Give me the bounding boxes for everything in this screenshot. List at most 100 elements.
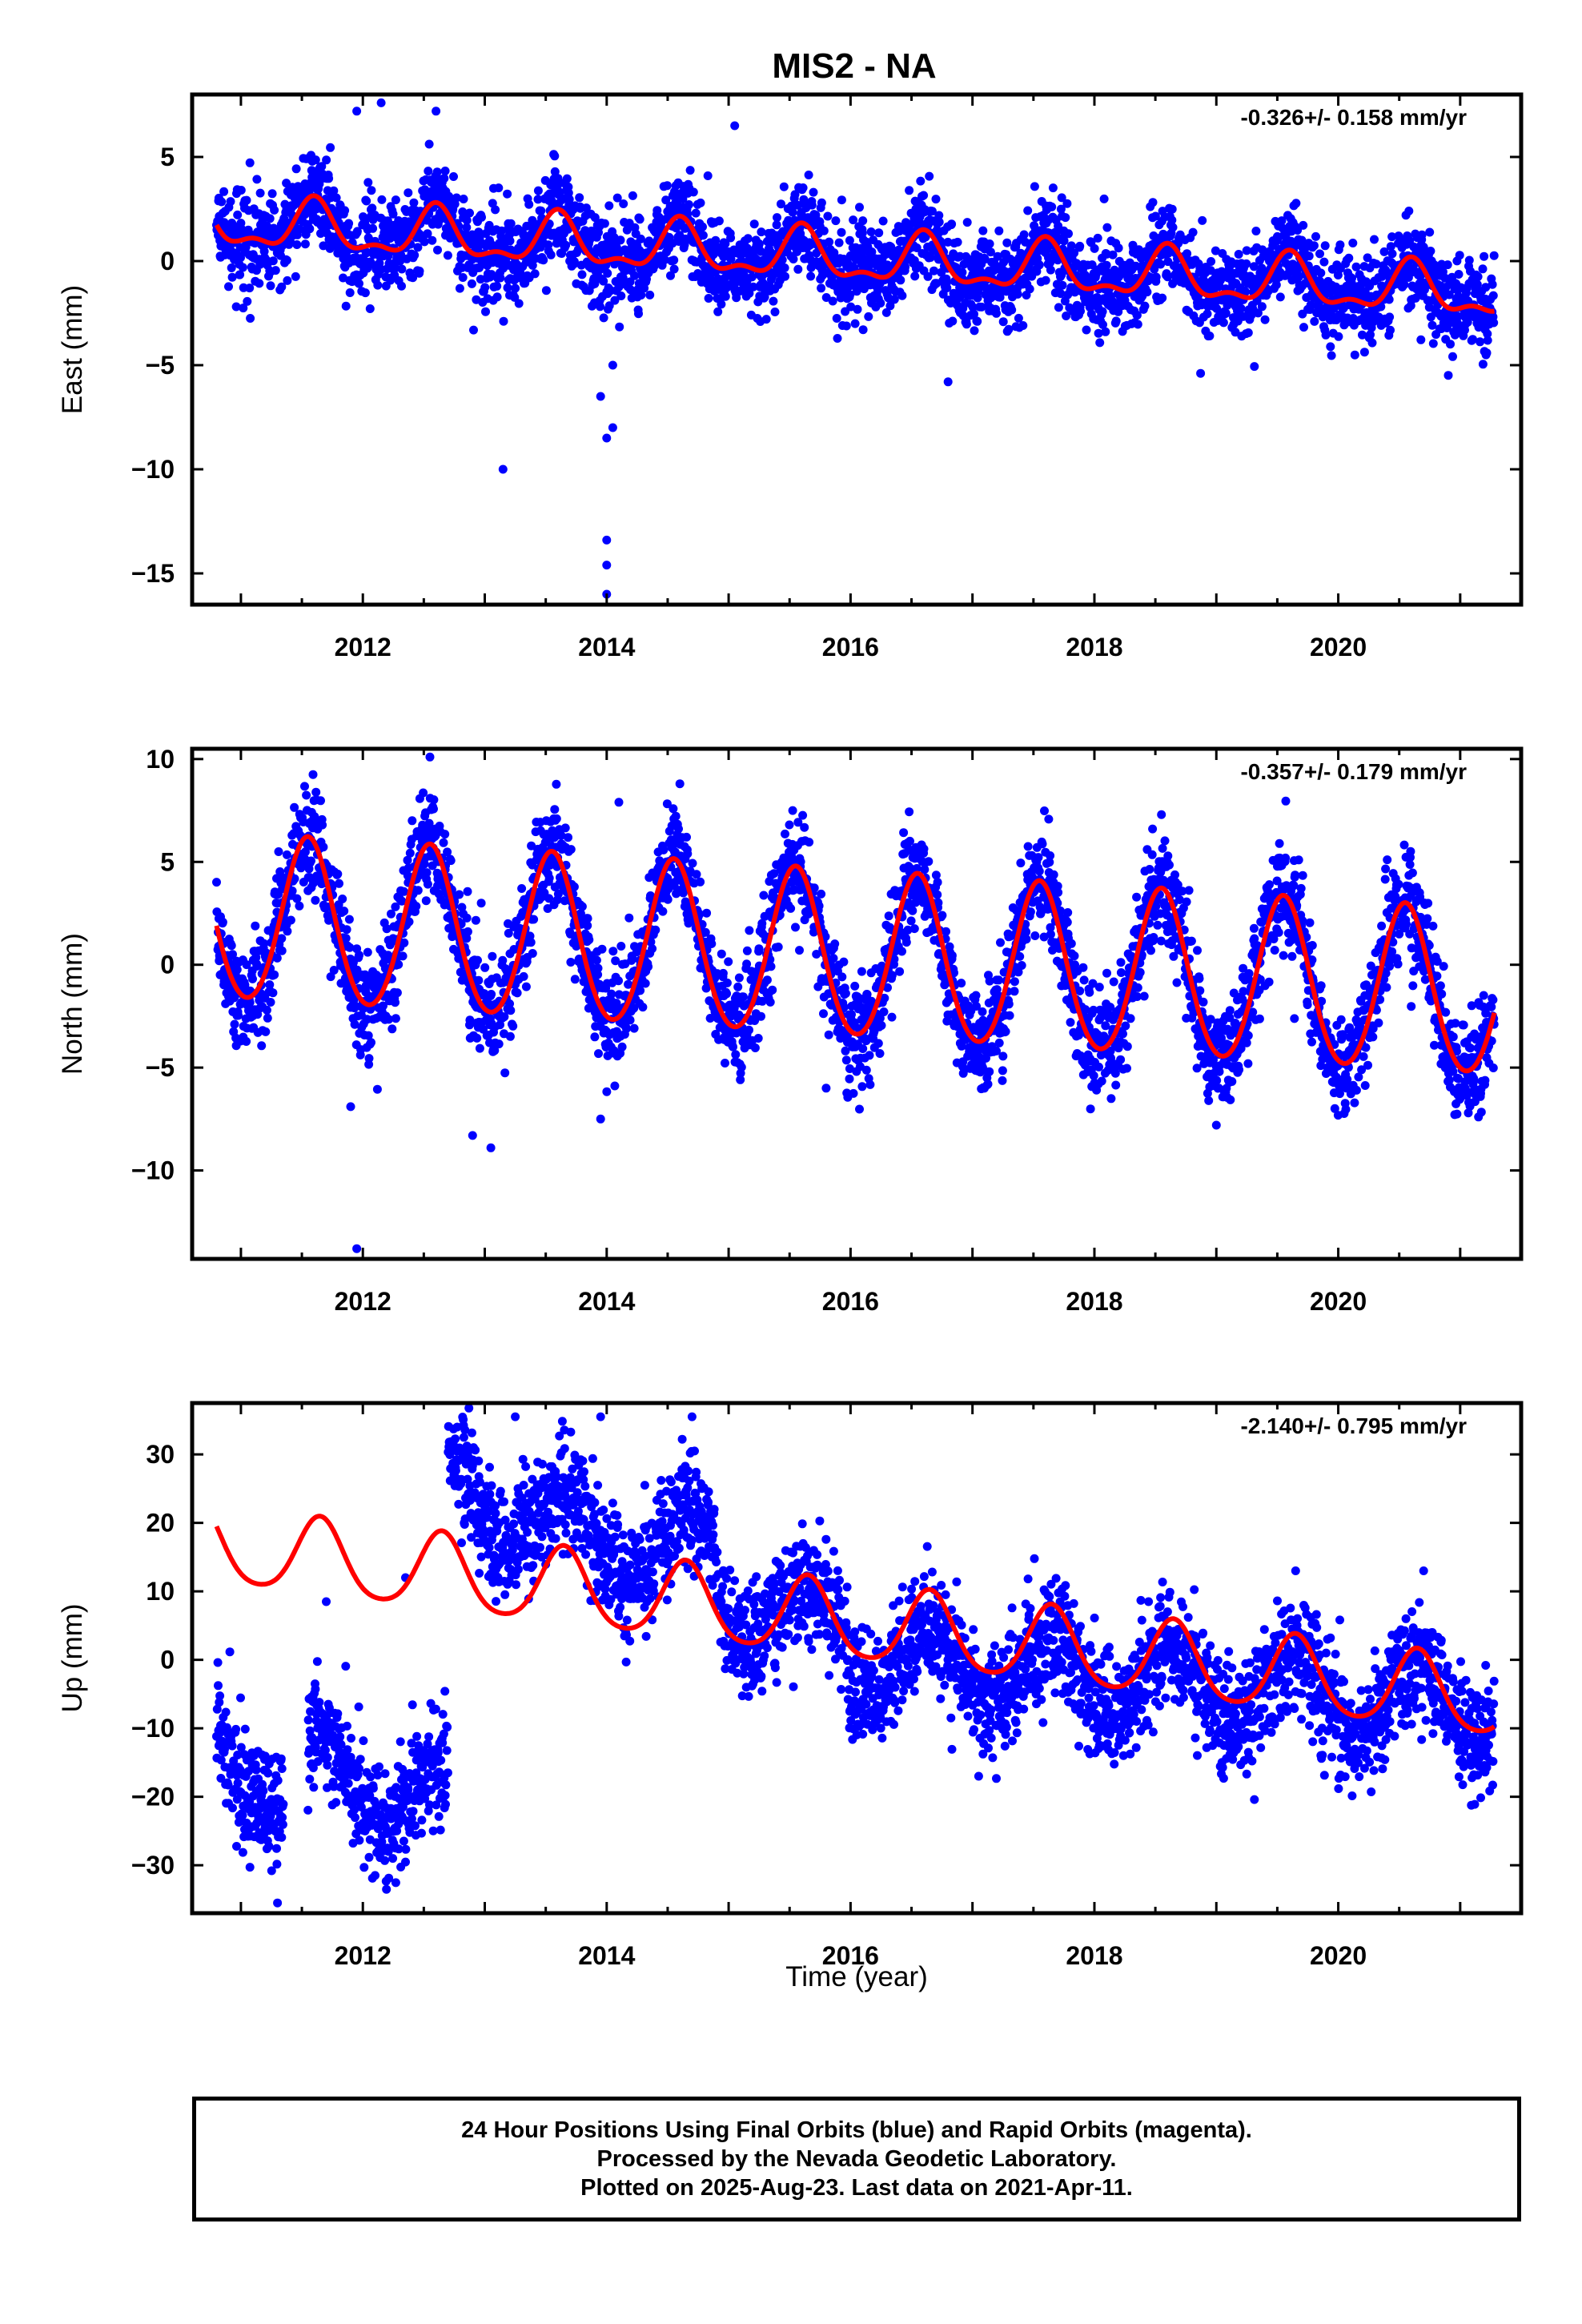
- east-data-point: [1299, 323, 1308, 332]
- north-data-point: [446, 856, 456, 866]
- north-data-point: [295, 901, 304, 911]
- north-data-point: [584, 1003, 593, 1013]
- east-data-point: [1236, 304, 1246, 313]
- north-data-point: [498, 955, 508, 965]
- east-data-point: [749, 219, 759, 229]
- east-data-point: [934, 211, 944, 220]
- north-data-point: [308, 770, 318, 779]
- east-outlier-point: [498, 464, 508, 474]
- east-data-point: [255, 279, 264, 288]
- east-data-point: [1448, 352, 1457, 361]
- north-data-point: [398, 951, 408, 961]
- east-data-point: [1444, 290, 1454, 300]
- east-data-point: [492, 281, 502, 291]
- north-data-point: [344, 915, 354, 924]
- east-data-point: [360, 288, 370, 298]
- east-plot-frame: [190, 92, 1524, 607]
- east-y-tick-label: 0: [160, 247, 175, 275]
- east-data-point: [858, 325, 868, 335]
- east-x-tick-label: 2018: [1066, 633, 1122, 661]
- east-data-point: [999, 257, 1009, 267]
- east-data-point: [1384, 295, 1394, 304]
- east-data-point: [443, 251, 452, 260]
- east-data-point: [1416, 335, 1426, 344]
- north-data-point: [717, 949, 726, 959]
- east-data-point: [331, 193, 341, 203]
- east-data-point: [546, 250, 556, 259]
- east-data-point: [1440, 273, 1450, 283]
- east-data-point: [713, 307, 723, 316]
- east-data-point: [1151, 272, 1161, 282]
- east-data-point: [901, 263, 910, 271]
- east-data-point: [841, 321, 851, 331]
- east-data-point: [698, 231, 708, 240]
- east-outlier-point: [432, 107, 441, 116]
- east-data-point: [1309, 241, 1319, 251]
- north-data-point: [408, 816, 417, 826]
- east-data-point: [236, 186, 246, 195]
- east-data-point: [355, 279, 363, 288]
- north-data-point: [257, 1041, 267, 1051]
- north-data-point: [526, 938, 536, 947]
- east-data-point: [239, 304, 248, 313]
- east-data-point: [300, 239, 310, 249]
- east-data-point: [408, 273, 418, 283]
- east-data-point: [817, 283, 826, 293]
- east-data-point: [550, 151, 560, 161]
- east-data-point: [1299, 220, 1308, 230]
- north-data-point: [387, 1024, 397, 1034]
- east-data-point: [555, 187, 564, 197]
- east-data-point: [1483, 336, 1492, 345]
- east-data-point: [1156, 259, 1166, 269]
- north-data-point: [583, 914, 592, 923]
- east-data-point: [947, 219, 957, 229]
- east-data-point: [958, 267, 967, 277]
- east-data-point: [1426, 247, 1435, 255]
- east-data-point: [1102, 260, 1111, 270]
- east-y-tick-label: 5: [160, 143, 175, 171]
- east-data-point: [1162, 272, 1172, 282]
- east-data-point: [846, 302, 856, 312]
- north-data-point: [259, 939, 269, 948]
- north-data-point: [505, 999, 514, 1008]
- east-data-point: [645, 290, 655, 300]
- north-data-point: [283, 927, 292, 936]
- east-data-point: [1291, 199, 1301, 208]
- east-data-point: [541, 286, 551, 296]
- east-data-point: [231, 302, 241, 312]
- east-data-point: [845, 235, 854, 245]
- north-data-point: [696, 877, 705, 887]
- east-data-point: [1366, 330, 1375, 340]
- east-data-point: [721, 292, 730, 301]
- east-data-point: [255, 188, 265, 198]
- east-x-tick-label: 2020: [1310, 633, 1367, 661]
- east-data-point: [536, 206, 546, 215]
- east-data-point: [1351, 262, 1361, 271]
- east-data-point: [1182, 249, 1192, 259]
- east-data-point: [480, 283, 490, 292]
- east-data-point: [1167, 204, 1177, 214]
- east-data-point: [985, 239, 994, 248]
- east-data-point: [413, 243, 423, 252]
- east-data-point: [1221, 308, 1231, 318]
- north-data-point: [500, 1012, 509, 1022]
- east-data-point: [1316, 268, 1326, 278]
- north-data-point: [617, 1042, 627, 1051]
- north-data-point: [659, 845, 669, 854]
- east-data-point: [1108, 250, 1118, 259]
- east-data-point: [1013, 289, 1022, 299]
- east-data-point: [1311, 231, 1320, 241]
- chart-title: MIS2 - NA: [772, 46, 936, 86]
- north-data-point: [610, 1081, 620, 1091]
- east-data-point: [282, 255, 291, 265]
- north-data-point: [341, 934, 351, 943]
- east-y-tick-label: −15: [131, 559, 175, 588]
- east-data-point: [777, 255, 787, 264]
- east-data-point: [283, 275, 292, 285]
- east-data-point: [1481, 283, 1491, 292]
- east-data-point: [329, 186, 339, 195]
- east-data-point: [1134, 245, 1143, 255]
- east-x-tick-label: 2014: [578, 633, 635, 661]
- east-data-point: [219, 187, 229, 196]
- north-data-point: [674, 824, 683, 834]
